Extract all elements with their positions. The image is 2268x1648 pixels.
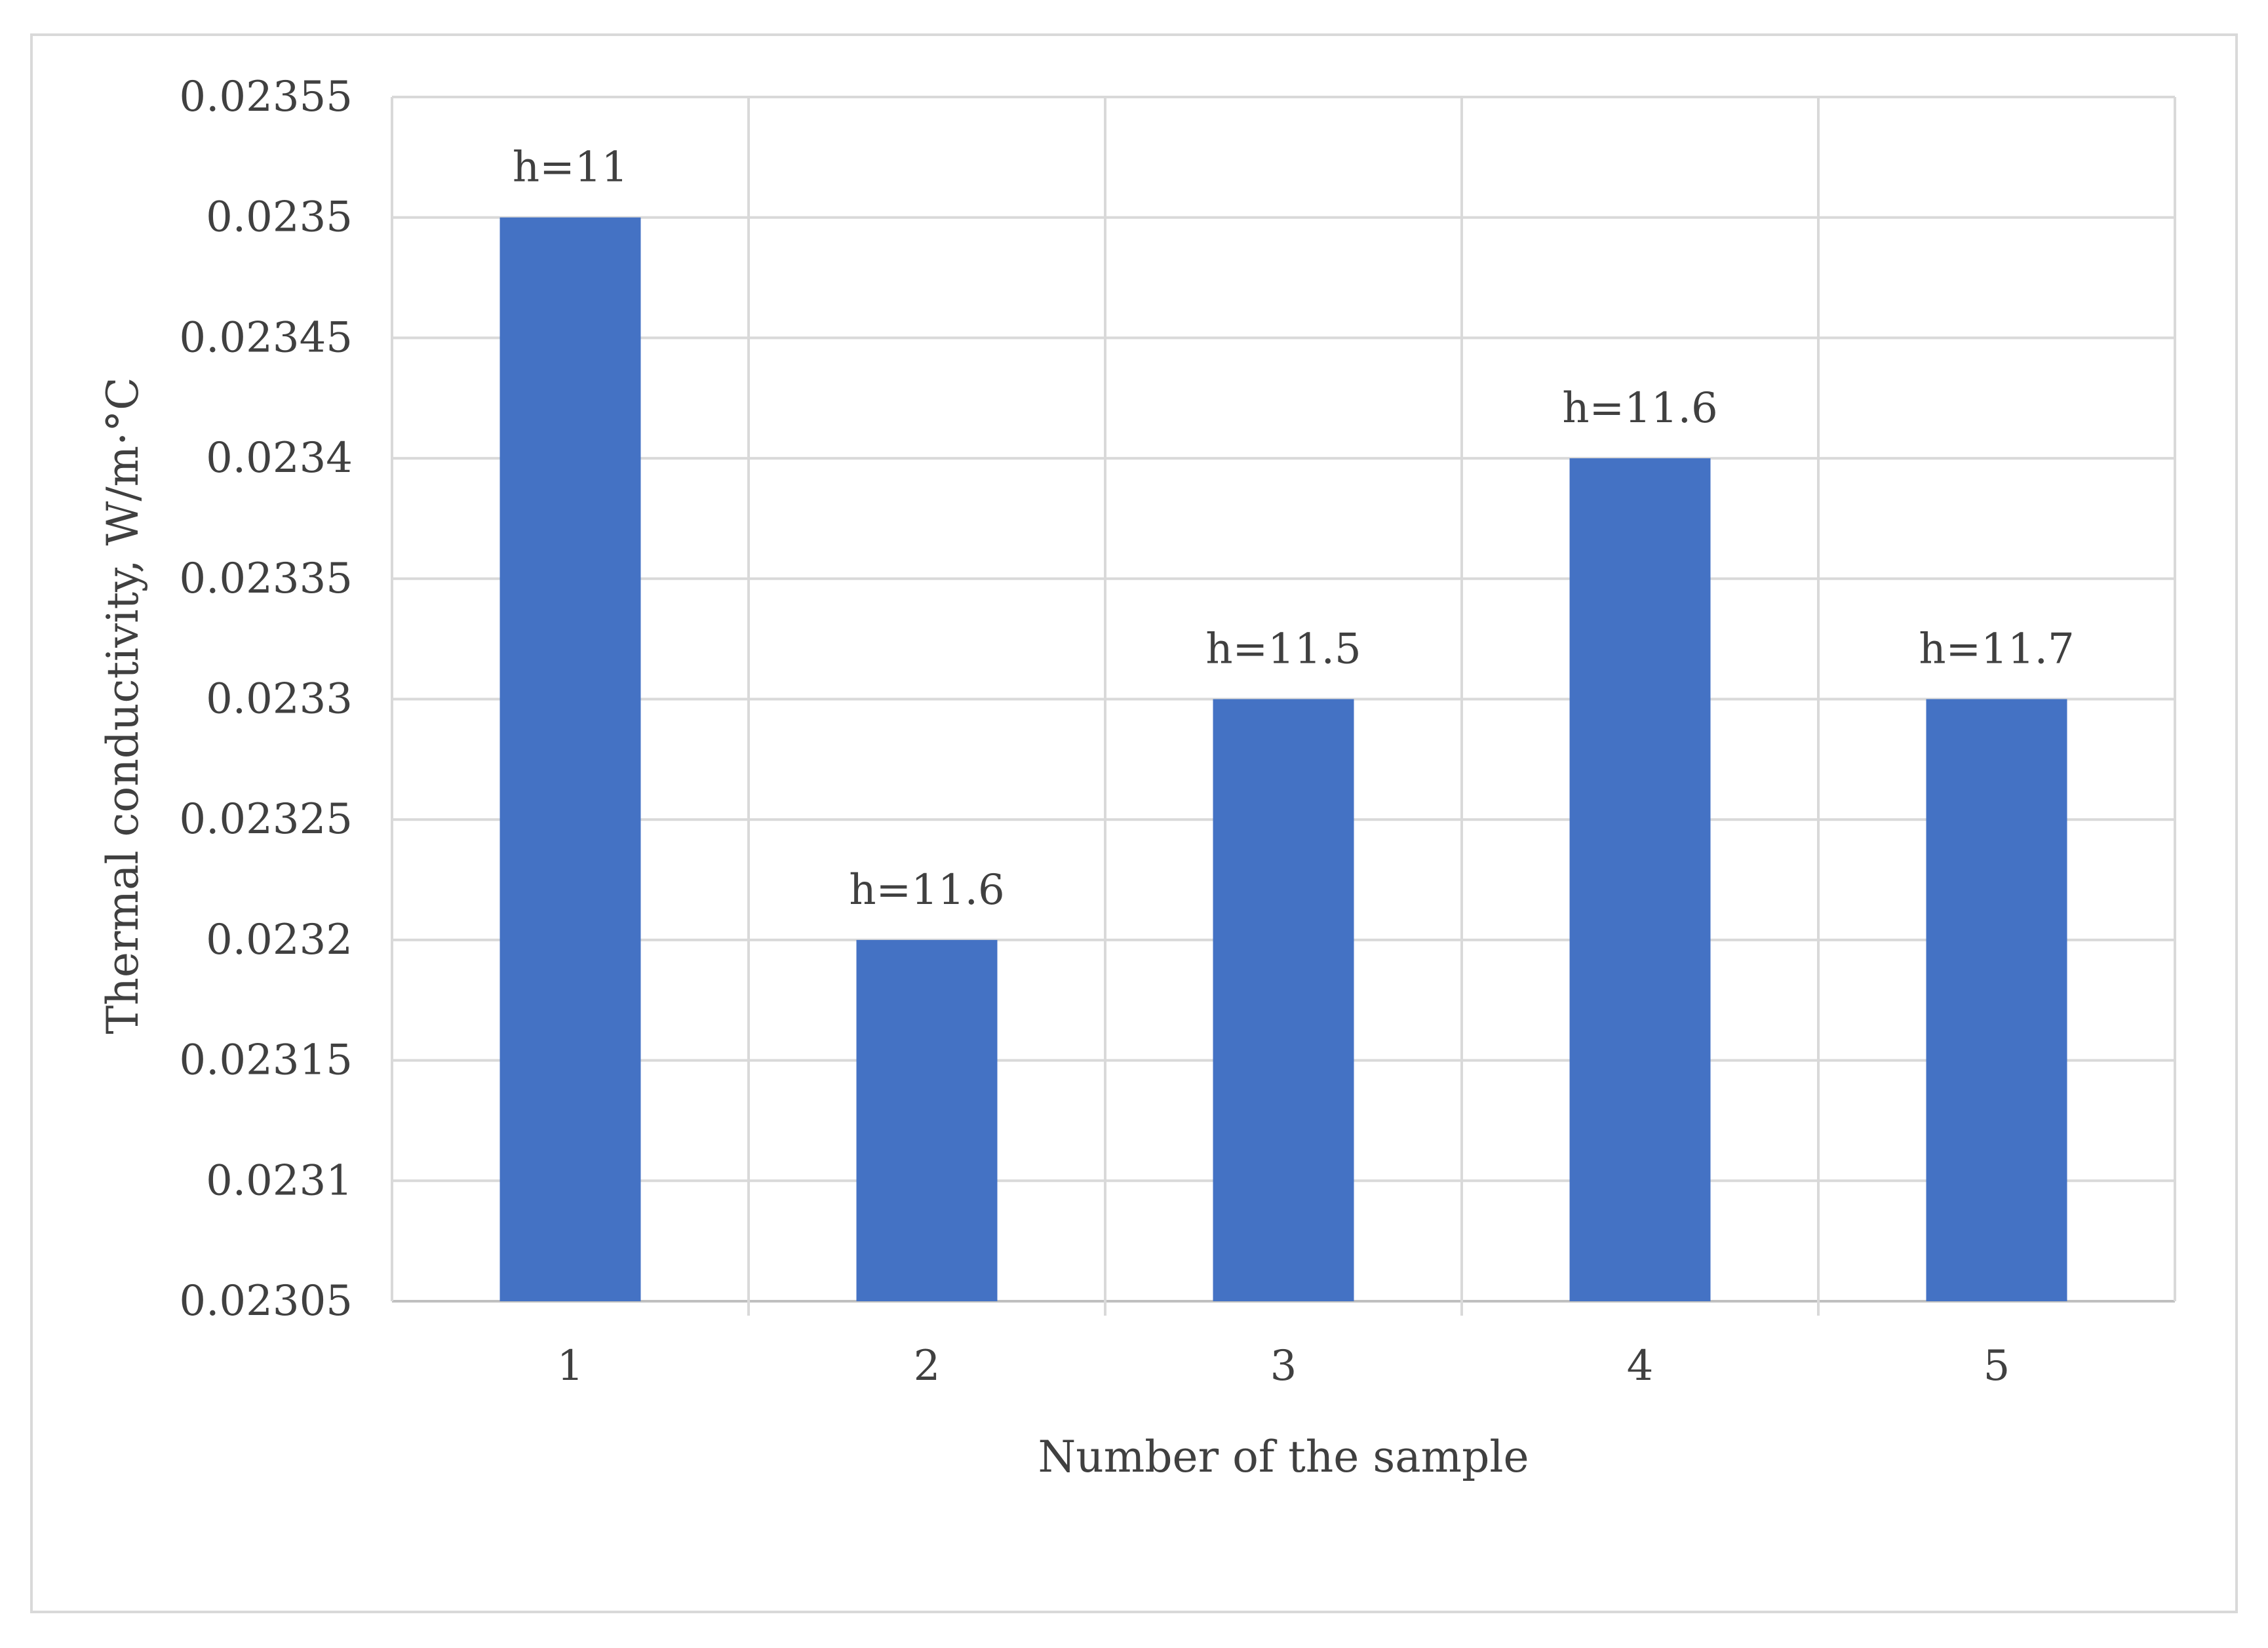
x-tick-label: 3 [1270,1342,1297,1390]
x-axis-title: Number of the sample [1038,1432,1529,1482]
y-tick-label: 0.0233 [206,675,353,724]
y-tick-label: 0.02315 [179,1036,353,1085]
y-axis-title: Thermal conductivity, W/m·°C [98,377,148,1034]
bar-3 [1213,699,1354,1301]
data-label-2: h=11.6 [849,866,1004,914]
y-tick-label: 0.0234 [206,434,353,482]
y-tick-label: 0.02335 [179,555,353,603]
y-tick-label: 0.02325 [179,795,353,844]
data-label-1: h=11 [513,144,628,192]
gridlines [391,96,2176,1316]
y-tick-label: 0.02355 [179,73,353,121]
y-tick-label: 0.02345 [179,313,353,362]
bar-1 [499,217,641,1302]
bar-2 [856,939,998,1301]
y-tick-label: 0.0232 [206,916,353,964]
data-label-3: h=11.5 [1205,625,1361,674]
y-tick-label: 0.02305 [179,1277,353,1325]
data-labels: h=11 h=11.6 h=11.5 h=11.6 h=11.7 [513,144,2075,914]
x-tick-label: 2 [914,1342,941,1390]
bars [499,217,2067,1302]
x-tick-label: 5 [1984,1342,2010,1390]
y-tick-label: 0.0231 [206,1156,353,1205]
y-axis-ticks: 0.02305 0.0231 0.02315 0.0232 0.02325 0.0233 0… [179,73,353,1325]
chart-frame [30,33,2238,1613]
data-label-4: h=11.6 [1562,384,1717,433]
bar-5 [1926,699,2067,1301]
y-tick-label: 0.0235 [206,193,353,242]
data-label-5: h=11.7 [1919,625,2074,674]
x-tick-label: 4 [1627,1342,1654,1390]
x-axis-ticks: 1 2 3 4 5 [557,1342,2010,1390]
x-tick-label: 1 [557,1342,584,1390]
bar-4 [1569,458,1711,1301]
